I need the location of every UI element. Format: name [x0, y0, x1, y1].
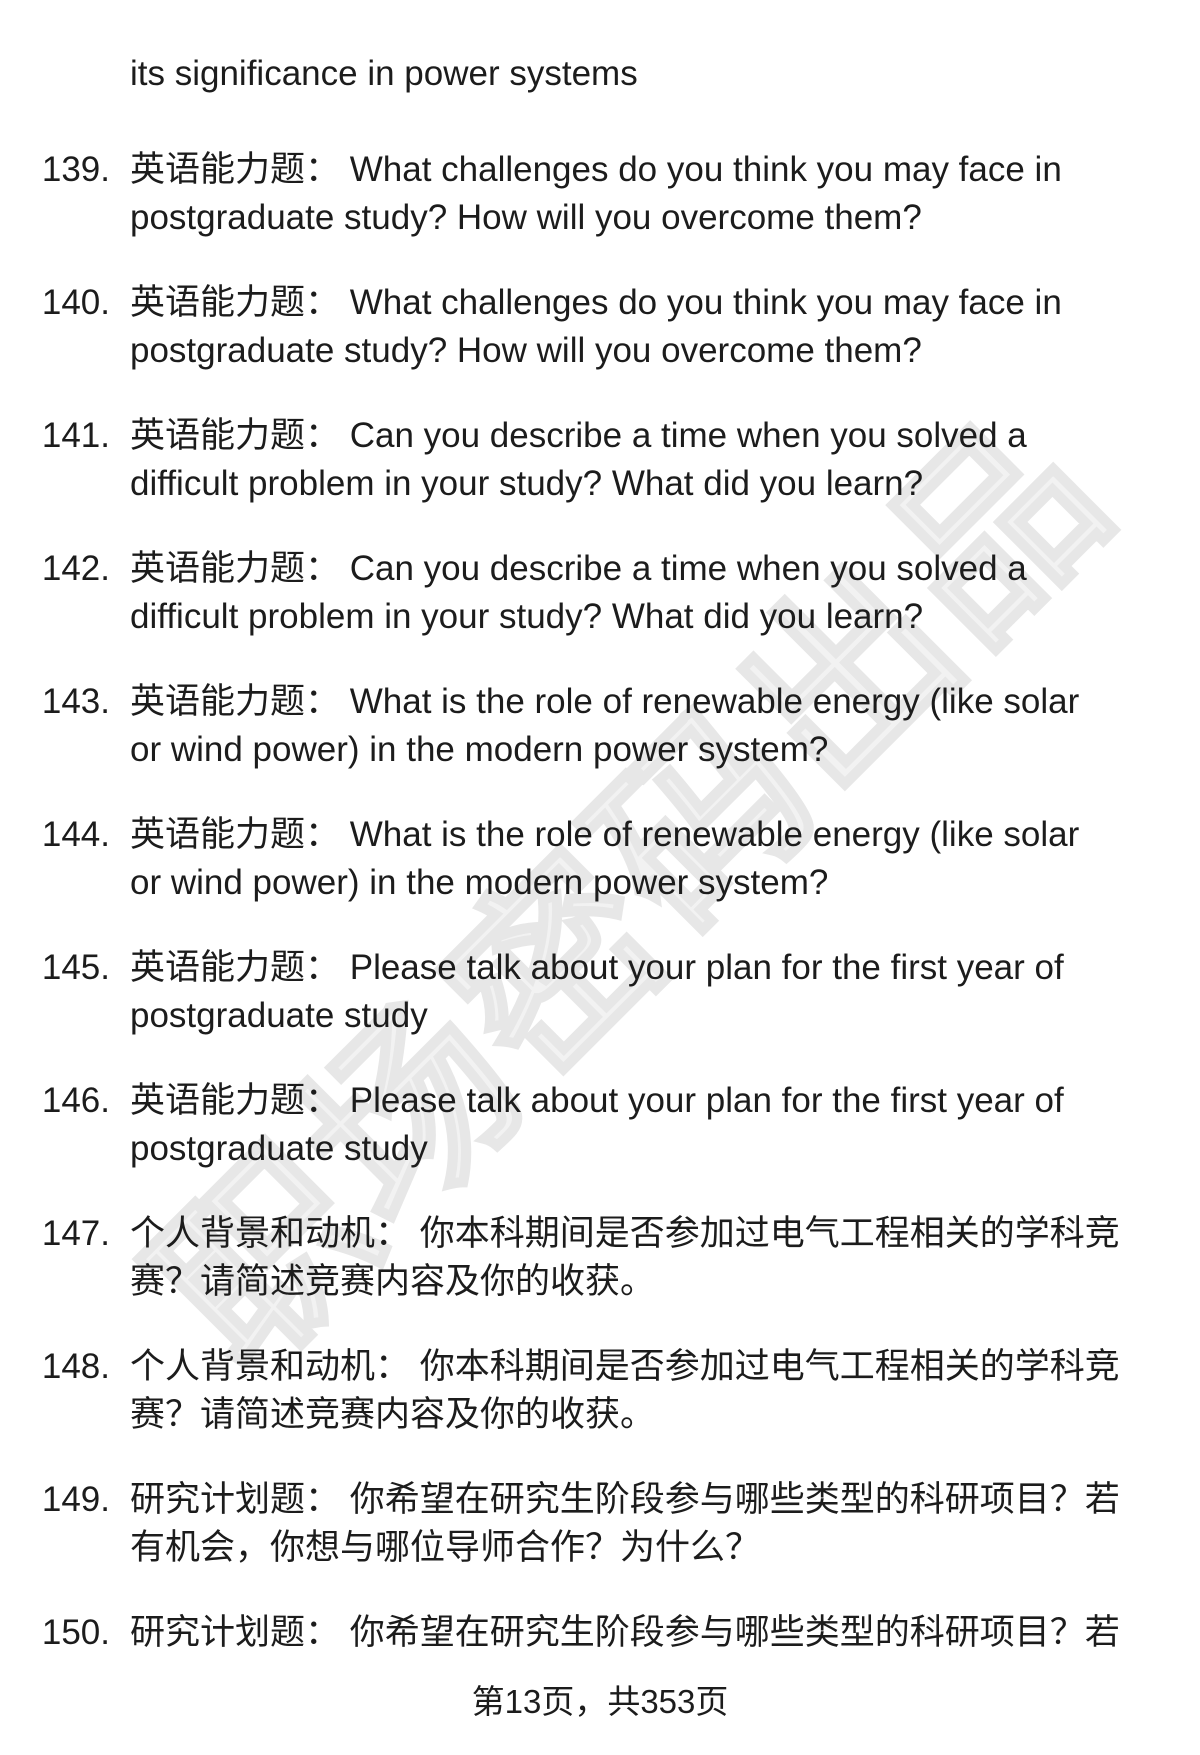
list-item: 141. 英语能力题： Can you describe a time when… — [0, 412, 1200, 508]
list-item: 150. 研究计划题： 你希望在研究生阶段参与哪些类型的科研项目？若 — [0, 1609, 1200, 1657]
list-item: 145. 英语能力题： Please talk about your plan … — [0, 944, 1200, 1040]
list-item: 144. 英语能力题： What is the role of renewabl… — [0, 811, 1200, 907]
item-line: or wind power) in the modern power syste… — [130, 730, 829, 769]
item-text: 英语能力题： What challenges do you think you … — [130, 279, 1062, 375]
item-line: 研究计划题： 你希望在研究生阶段参与哪些类型的科研项目？若 — [130, 1480, 1120, 1519]
item-line: 赛？请简述竞赛内容及你的收获。 — [130, 1395, 656, 1434]
item-line: postgraduate study? How will you overcom… — [130, 331, 922, 370]
item-text: 个人背景和动机： 你本科期间是否参加过电气工程相关的学科竞 赛？请简述竞赛内容及… — [130, 1343, 1120, 1439]
item-line: difficult problem in your study? What di… — [130, 464, 924, 503]
item-line: 研究计划题： 你希望在研究生阶段参与哪些类型的科研项目？若 — [130, 1613, 1120, 1652]
item-number: 141. — [41, 416, 110, 455]
item-line: 有机会，你想与哪位导师合作？为什么？ — [130, 1528, 761, 1567]
item-number: 147. — [41, 1214, 110, 1253]
list-item: 139. 英语能力题： What challenges do you think… — [0, 146, 1200, 242]
item-line: 英语能力题： Please talk about your plan for t… — [130, 1081, 1064, 1120]
item-text: 英语能力题： Please talk about your plan for t… — [130, 1077, 1064, 1173]
list-item: 140. 英语能力题： What challenges do you think… — [0, 279, 1200, 375]
item-line: postgraduate study? How will you overcom… — [130, 198, 922, 237]
item-line: postgraduate study — [130, 996, 428, 1035]
item-line: difficult problem in your study? What di… — [130, 597, 924, 636]
item-line: 英语能力题： What is the role of renewable ene… — [130, 682, 1080, 721]
item-number: 139. — [41, 150, 110, 189]
item-line: 英语能力题： Can you describe a time when you … — [130, 549, 1027, 588]
item-line: 英语能力题： Please talk about your plan for t… — [130, 948, 1064, 987]
list-item: 143. 英语能力题： What is the role of renewabl… — [0, 678, 1200, 774]
item-line: or wind power) in the modern power syste… — [130, 863, 829, 902]
item-text: 研究计划题： 你希望在研究生阶段参与哪些类型的科研项目？若 有机会，你想与哪位导… — [130, 1476, 1120, 1572]
item-text: 英语能力题： Can you describe a time when you … — [130, 412, 1027, 508]
page-content: its significance in power systems 139. 英… — [0, 50, 1200, 1694]
item-line: postgraduate study — [130, 1129, 428, 1168]
item-line: 英语能力题： What challenges do you think you … — [130, 283, 1062, 322]
list-item: 148. 个人背景和动机： 你本科期间是否参加过电气工程相关的学科竞 赛？请简述… — [0, 1343, 1200, 1439]
item-number: 144. — [41, 815, 110, 854]
item-text: 个人背景和动机： 你本科期间是否参加过电气工程相关的学科竞 赛？请简述竞赛内容及… — [130, 1210, 1120, 1306]
item-line: 赛？请简述竞赛内容及你的收获。 — [130, 1262, 656, 1301]
list-item: 146. 英语能力题： Please talk about your plan … — [0, 1077, 1200, 1173]
item-number: 146. — [41, 1081, 110, 1120]
item-text: 英语能力题： Can you describe a time when you … — [130, 545, 1027, 641]
item-number: 149. — [41, 1480, 110, 1519]
item-text: 英语能力题： What is the role of renewable ene… — [130, 811, 1080, 907]
item-number: 145. — [41, 948, 110, 987]
item-text: 英语能力题： What challenges do you think you … — [130, 146, 1062, 242]
item-number: 140. — [41, 283, 110, 322]
list-item: 149. 研究计划题： 你希望在研究生阶段参与哪些类型的科研项目？若 有机会，你… — [0, 1476, 1200, 1572]
item-number: 150. — [41, 1613, 110, 1652]
item-line: 英语能力题： What challenges do you think you … — [130, 150, 1062, 189]
item-line: 个人背景和动机： 你本科期间是否参加过电气工程相关的学科竞 — [130, 1347, 1120, 1386]
list-item: 147. 个人背景和动机： 你本科期间是否参加过电气工程相关的学科竞 赛？请简述… — [0, 1210, 1200, 1306]
continuation-line: its significance in power systems — [130, 54, 638, 93]
item-line: 英语能力题： What is the role of renewable ene… — [130, 815, 1080, 854]
item-text: 英语能力题： What is the role of renewable ene… — [130, 678, 1080, 774]
item-text: 英语能力题： Please talk about your plan for t… — [130, 944, 1064, 1040]
item-number: 142. — [41, 549, 110, 588]
item-line: 英语能力题： Can you describe a time when you … — [130, 416, 1027, 455]
item-text: 研究计划题： 你希望在研究生阶段参与哪些类型的科研项目？若 — [130, 1609, 1120, 1657]
page-footer: 第13页，共353页 — [471, 1683, 729, 1720]
item-line: 个人背景和动机： 你本科期间是否参加过电气工程相关的学科竞 — [130, 1214, 1120, 1253]
item-number: 148. — [41, 1347, 110, 1386]
list-item: 142. 英语能力题： Can you describe a time when… — [0, 545, 1200, 641]
item-number: 143. — [41, 682, 110, 721]
